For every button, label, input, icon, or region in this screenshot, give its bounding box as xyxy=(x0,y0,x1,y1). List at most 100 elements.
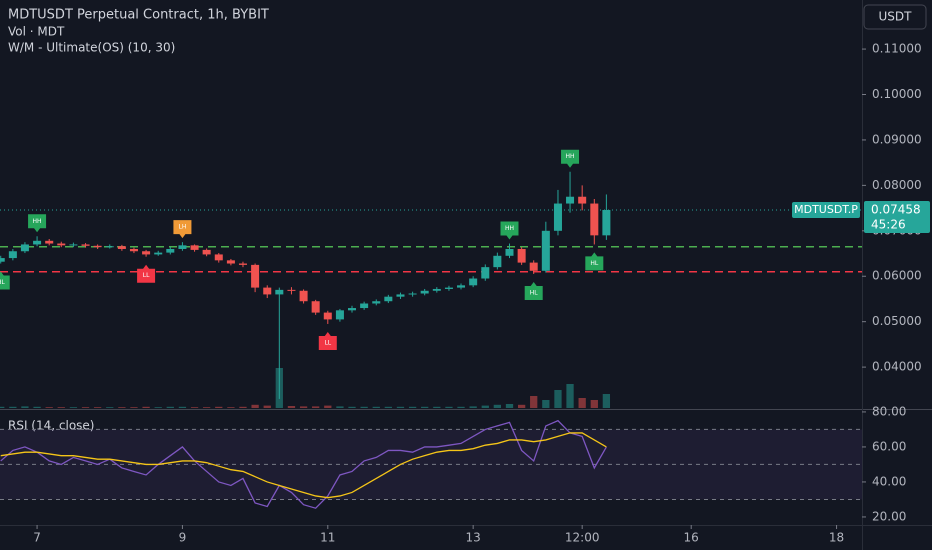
x-tick-label: 18 xyxy=(829,531,844,545)
candle-body xyxy=(154,252,163,255)
y-tick-label: 0.05000 xyxy=(872,314,922,328)
symbol-tag: MDTUSDT.P xyxy=(794,203,858,216)
candle-body xyxy=(529,262,538,271)
candle-body xyxy=(190,245,199,250)
volume-bar xyxy=(69,407,78,408)
candle-body xyxy=(311,301,320,313)
volume-bar xyxy=(590,400,598,408)
candle-body xyxy=(226,260,235,264)
volume-bar xyxy=(118,407,126,408)
volume-bar xyxy=(93,407,102,408)
volume-bar xyxy=(190,407,199,408)
pivot-marker xyxy=(585,252,604,271)
candle-body xyxy=(81,244,90,246)
candle-body xyxy=(299,290,308,302)
volume-bar xyxy=(0,406,5,408)
volume-bar xyxy=(348,406,356,408)
candle-body xyxy=(360,303,369,309)
volume-bar xyxy=(299,406,308,408)
volume-bar xyxy=(517,404,526,408)
candle-body xyxy=(335,310,344,320)
pivot-marker xyxy=(524,281,543,300)
volume-label: Vol · MDT xyxy=(8,25,65,39)
pivot-marker xyxy=(0,271,10,290)
volume-bar xyxy=(530,396,538,408)
candle-body xyxy=(384,296,393,302)
candle-body xyxy=(432,288,441,291)
candle-body xyxy=(372,301,381,304)
candle-body xyxy=(178,245,187,249)
y-tick-label: 0.08000 xyxy=(872,178,922,192)
volume-bar xyxy=(372,406,380,408)
volume-bar xyxy=(239,406,247,408)
pivot-label: HL xyxy=(0,279,5,286)
volume-bar xyxy=(566,384,574,408)
rsi-y-tick-label: 40.00 xyxy=(872,474,906,488)
candle-body xyxy=(323,312,332,320)
candle-body xyxy=(347,308,357,311)
currency-button[interactable] xyxy=(863,4,927,30)
y-tick-label: 0.11000 xyxy=(872,42,922,56)
volume-bar xyxy=(263,405,271,408)
volume-bar xyxy=(202,407,211,408)
pivot-label: LH xyxy=(179,224,187,231)
candle-body xyxy=(166,248,175,253)
candle-body xyxy=(238,263,247,265)
volume-bar xyxy=(445,406,453,408)
volume-bar xyxy=(408,406,417,408)
rsi-y-tick-label: 20.00 xyxy=(872,509,906,523)
candle-body xyxy=(20,244,29,252)
volume-bar xyxy=(360,406,368,408)
candle-body xyxy=(481,267,490,279)
volume-bar xyxy=(45,407,53,408)
candle-body xyxy=(251,264,260,288)
candle-body xyxy=(287,289,296,291)
volume-bar xyxy=(251,404,259,408)
volume-bar xyxy=(336,406,344,408)
candle-body xyxy=(57,243,66,246)
x-tick-label: 9 xyxy=(179,531,187,545)
volume-bar xyxy=(505,404,514,408)
y-tick-label: 0.04000 xyxy=(872,360,922,374)
candle-body xyxy=(8,251,17,259)
y-tick-label: 0.09000 xyxy=(872,132,922,146)
pivot-label: LL xyxy=(324,339,331,346)
rsi-y-tick-label: 60.00 xyxy=(872,439,906,453)
symbol-badge xyxy=(792,201,860,218)
x-tick-label: 16 xyxy=(684,531,699,545)
candle-body xyxy=(33,240,42,245)
candle-body xyxy=(45,240,54,244)
volume-bar xyxy=(178,406,187,408)
volume-bar xyxy=(215,406,223,408)
currency-label[interactable]: USDT xyxy=(879,10,913,24)
rsi-line xyxy=(0,419,607,509)
pivot-marker xyxy=(137,264,156,283)
x-tick-label: 13 xyxy=(466,531,481,545)
candle-body xyxy=(408,293,417,295)
candle-body xyxy=(517,248,526,263)
volume-bar xyxy=(481,405,489,408)
candle-body xyxy=(505,248,514,256)
y-tick-label: 0.10000 xyxy=(872,87,922,101)
candle-body xyxy=(493,255,502,268)
candle-body xyxy=(69,244,78,246)
pivot-label: LL xyxy=(143,272,150,279)
volume-bar xyxy=(384,406,392,408)
volume-bar xyxy=(166,406,174,408)
volume-bar xyxy=(457,406,465,408)
candle-body xyxy=(602,209,611,236)
chart-title: MDTUSDT Perpetual Contract, 1h, BYBIT xyxy=(8,8,269,23)
pivot-marker xyxy=(173,220,192,239)
candle-body xyxy=(457,285,466,288)
volume-bar xyxy=(9,406,17,408)
volume-bar xyxy=(493,404,501,408)
volume-bar xyxy=(602,394,611,408)
candle-body xyxy=(129,248,138,252)
candle-body xyxy=(275,289,284,295)
volume-bar xyxy=(287,406,296,408)
x-tick-label: 12:00 xyxy=(565,531,600,545)
volume-bar xyxy=(57,407,65,408)
pivot-label: HL xyxy=(530,289,539,296)
candle-body xyxy=(590,203,599,236)
